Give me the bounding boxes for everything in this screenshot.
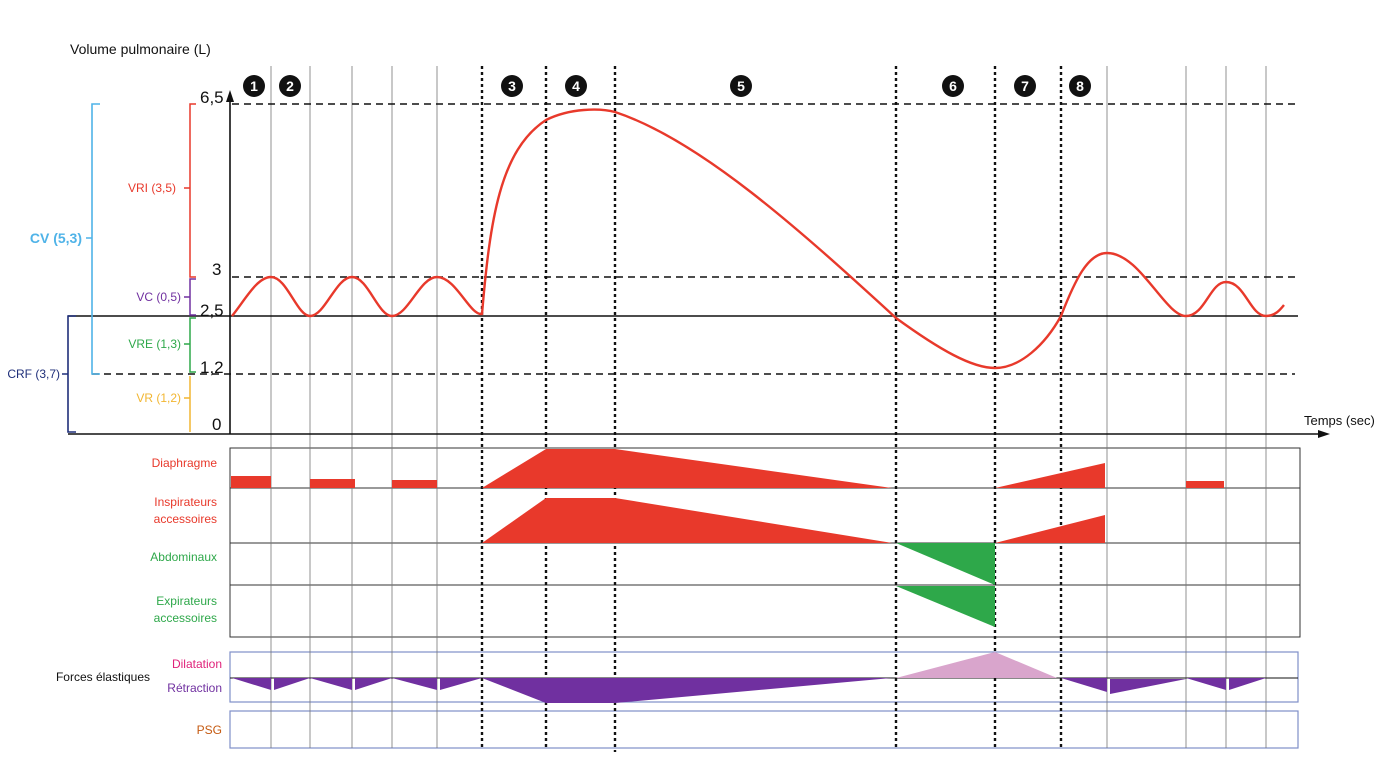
y-tick-label: 2,5 [200, 301, 224, 320]
abdominaux-label: Abdominaux [150, 550, 217, 564]
retraction-wedge [274, 678, 310, 690]
x-axis-title: Temps (sec) [1304, 413, 1375, 428]
cv-label: CV (5,3) [30, 230, 82, 246]
phase-badge-5 [730, 75, 752, 97]
y-axis-arrow-icon [226, 90, 234, 102]
activity-ramp [482, 498, 892, 543]
vr-bracket [184, 376, 191, 432]
phase-number: 3 [508, 78, 516, 94]
phase-number: 6 [949, 78, 957, 94]
x-axis-arrow-icon [1318, 430, 1330, 438]
vc-bracket [184, 278, 196, 316]
cv-bracket [86, 103, 100, 375]
phase-badge-8 [1069, 75, 1091, 97]
phase-number: 1 [250, 78, 258, 94]
psg-label: PSG [197, 723, 222, 737]
inspirateurs-activity [482, 498, 1105, 543]
phase-separators [480, 66, 1063, 752]
retraction-wedge [440, 678, 482, 690]
activity-ramp [482, 449, 892, 488]
phase-badge-3 [501, 75, 523, 97]
phase-number: 8 [1076, 78, 1084, 94]
phase-number: 7 [1021, 78, 1029, 94]
vri-label: VRI (3,5) [128, 181, 176, 195]
activity-bar [310, 479, 355, 488]
psg-band [229, 710, 1299, 749]
vr-label: VR (1,2) [136, 391, 181, 405]
y-tick-label: 1,2 [200, 358, 224, 377]
activity-ramp [995, 463, 1105, 488]
retraction-label: Rétraction [167, 681, 222, 695]
phase-badge-7 [1014, 75, 1036, 97]
expirateurs-label-line2: accessoires [154, 611, 217, 625]
retraction-wedge [1186, 678, 1226, 690]
crf-label: CRF (3,7) [7, 367, 60, 381]
y-tick-label: 3 [212, 260, 221, 279]
phase-badges: 1 2 3 4 5 6 7 8 [243, 75, 1091, 97]
phase-number: 2 [286, 78, 294, 94]
phase-badge-4 [565, 75, 587, 97]
activity-ramp [995, 515, 1105, 543]
activity-bar [231, 476, 271, 488]
elastic-forces-label: Forces élastiques [56, 670, 150, 684]
phase-badge-1 [243, 75, 265, 97]
vre-label: VRE (1,3) [128, 337, 181, 351]
retraction-wedge [232, 678, 271, 690]
retraction-ramp [482, 678, 892, 703]
expirateurs-activity [896, 586, 995, 627]
diaphragme-activity [231, 449, 1224, 488]
dilatation-label: Dilatation [172, 657, 222, 671]
crf-bracket [62, 315, 76, 433]
retraction-wedge [392, 678, 437, 690]
vc-label: VC (0,5) [136, 290, 181, 304]
activity-bar [1186, 481, 1224, 488]
diaphragme-label: Diaphragme [152, 456, 218, 470]
phase-number: 4 [572, 78, 580, 94]
thin-time-markers [270, 66, 1267, 748]
phase-badge-2 [279, 75, 301, 97]
activity-bar [392, 480, 437, 488]
retraction-wedge [1229, 678, 1266, 690]
vre-bracket [184, 317, 196, 373]
retraction-wedge [355, 678, 392, 690]
retraction-wedge [1061, 678, 1107, 692]
y-tick-label: 6,5 [200, 88, 224, 107]
phase-number: 5 [737, 78, 745, 94]
retraction-wedge [310, 678, 352, 690]
inspirateurs-label-line2: accessoires [154, 512, 217, 526]
phase-badge-6 [942, 75, 964, 97]
abdominaux-activity [896, 543, 995, 585]
retraction-areas [232, 678, 1266, 703]
elastic-band [229, 651, 1299, 703]
retraction-wedge [1110, 679, 1186, 694]
inspirateurs-label-line1: Inspirateurs [154, 495, 217, 509]
vri-bracket [184, 103, 196, 278]
dilatation-area [896, 652, 1057, 678]
y-axis-title: Volume pulmonaire (L) [70, 41, 211, 57]
expirateurs-label-line1: Expirateurs [156, 594, 217, 608]
y-tick-label: 0 [212, 415, 221, 434]
volume-brackets [62, 103, 196, 433]
volume-curve [231, 108, 1285, 370]
